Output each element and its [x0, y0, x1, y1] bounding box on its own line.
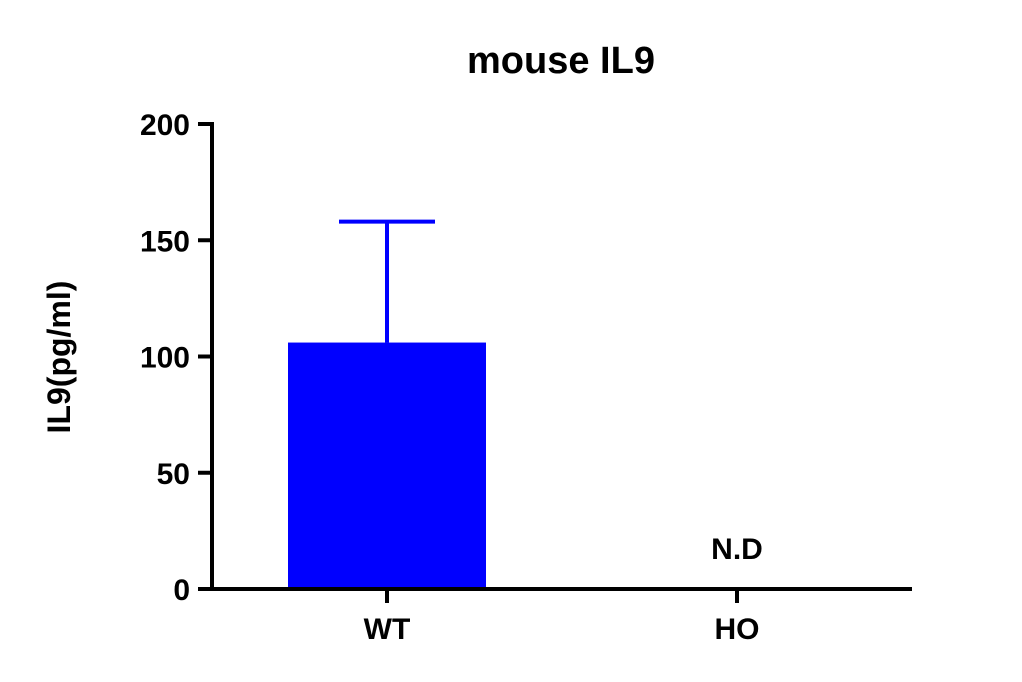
- bars-layer: [288, 342, 486, 589]
- y-axis-label: IL9(pg/ml): [41, 281, 77, 434]
- y-tick-label: 0: [173, 574, 190, 607]
- x-tick-label-ho: HO: [715, 613, 760, 646]
- y-tick-label: 100: [140, 342, 190, 375]
- y-ticks-layer: 0 50 100 150 200: [140, 109, 212, 607]
- error-bars-layer: [339, 219, 435, 343]
- y-tick-label: 50: [157, 458, 190, 491]
- chart-title: mouse IL9: [467, 40, 655, 82]
- x-ticks-layer: WT HO: [364, 589, 760, 646]
- error-bar-wt: [339, 219, 435, 343]
- x-tick-label-wt: WT: [364, 613, 411, 646]
- y-tick-label: 150: [140, 225, 190, 258]
- annotations-layer: N.D: [711, 533, 763, 566]
- annotation-ho: N.D: [711, 533, 763, 566]
- bar-wt: [288, 342, 486, 589]
- y-tick-label: 200: [140, 109, 190, 142]
